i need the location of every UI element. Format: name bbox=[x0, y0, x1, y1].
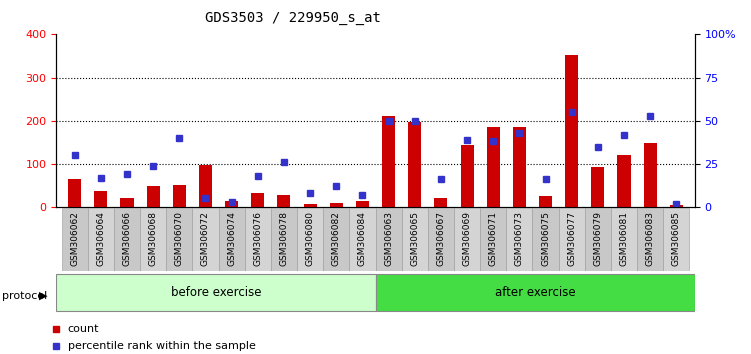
Text: GSM306077: GSM306077 bbox=[567, 211, 576, 266]
Bar bbox=[532, 208, 559, 271]
Text: GSM306079: GSM306079 bbox=[593, 211, 602, 266]
Text: GSM306064: GSM306064 bbox=[96, 211, 105, 266]
Bar bbox=[506, 208, 532, 271]
Text: ▶: ▶ bbox=[39, 291, 47, 301]
Bar bbox=[611, 208, 637, 271]
Bar bbox=[356, 201, 369, 207]
Bar bbox=[114, 208, 140, 271]
Bar bbox=[428, 208, 454, 271]
Bar bbox=[513, 127, 526, 207]
Bar bbox=[271, 208, 297, 271]
Bar bbox=[62, 208, 88, 271]
Text: GSM306081: GSM306081 bbox=[620, 211, 629, 266]
Text: count: count bbox=[68, 324, 99, 334]
Text: GSM306070: GSM306070 bbox=[175, 211, 184, 266]
Bar bbox=[376, 274, 695, 311]
Bar bbox=[566, 55, 578, 207]
Bar bbox=[303, 204, 317, 207]
Text: GSM306080: GSM306080 bbox=[306, 211, 315, 266]
Bar bbox=[644, 143, 656, 207]
Bar bbox=[199, 165, 212, 207]
Bar bbox=[454, 208, 480, 271]
Bar bbox=[487, 127, 499, 207]
Text: GSM306072: GSM306072 bbox=[201, 211, 210, 266]
Bar bbox=[434, 198, 448, 207]
Bar bbox=[382, 116, 395, 207]
Text: before exercise: before exercise bbox=[170, 286, 261, 299]
Bar bbox=[376, 208, 402, 271]
Text: GSM306067: GSM306067 bbox=[436, 211, 445, 266]
Bar bbox=[480, 208, 506, 271]
Text: GSM306085: GSM306085 bbox=[672, 211, 681, 266]
Bar bbox=[56, 274, 376, 311]
Text: GSM306084: GSM306084 bbox=[358, 211, 367, 266]
Bar bbox=[245, 208, 271, 271]
Text: GSM306083: GSM306083 bbox=[646, 211, 655, 266]
Bar bbox=[591, 167, 605, 207]
Bar bbox=[297, 208, 323, 271]
Text: percentile rank within the sample: percentile rank within the sample bbox=[68, 341, 255, 351]
Text: GSM306075: GSM306075 bbox=[541, 211, 550, 266]
Bar bbox=[409, 121, 421, 207]
Text: GSM306078: GSM306078 bbox=[279, 211, 288, 266]
Bar bbox=[95, 191, 107, 207]
Bar bbox=[140, 208, 166, 271]
Bar bbox=[663, 208, 689, 271]
Text: GSM306063: GSM306063 bbox=[384, 211, 393, 266]
Bar bbox=[670, 205, 683, 207]
Bar bbox=[585, 208, 611, 271]
Bar bbox=[252, 193, 264, 207]
Text: GSM306082: GSM306082 bbox=[332, 211, 341, 266]
Text: GSM306073: GSM306073 bbox=[515, 211, 524, 266]
Bar bbox=[225, 201, 238, 207]
Text: GSM306069: GSM306069 bbox=[463, 211, 472, 266]
Bar bbox=[330, 203, 342, 207]
Bar bbox=[402, 208, 428, 271]
Text: GSM306071: GSM306071 bbox=[489, 211, 498, 266]
Bar bbox=[120, 199, 134, 207]
Bar bbox=[559, 208, 585, 271]
Text: protocol: protocol bbox=[2, 291, 47, 301]
Text: GDS3503 / 229950_s_at: GDS3503 / 229950_s_at bbox=[204, 11, 381, 25]
Text: GSM306065: GSM306065 bbox=[410, 211, 419, 266]
Bar bbox=[68, 179, 81, 207]
Bar bbox=[192, 208, 219, 271]
Text: after exercise: after exercise bbox=[495, 286, 575, 299]
Text: GSM306062: GSM306062 bbox=[70, 211, 79, 266]
Bar bbox=[323, 208, 349, 271]
Bar bbox=[166, 208, 192, 271]
Text: GSM306074: GSM306074 bbox=[227, 211, 236, 266]
Bar bbox=[460, 145, 474, 207]
Text: GSM306068: GSM306068 bbox=[149, 211, 158, 266]
Bar bbox=[219, 208, 245, 271]
Bar bbox=[617, 155, 631, 207]
Bar bbox=[146, 186, 160, 207]
Text: GSM306066: GSM306066 bbox=[122, 211, 131, 266]
Bar bbox=[173, 185, 185, 207]
Bar bbox=[349, 208, 376, 271]
Text: GSM306076: GSM306076 bbox=[253, 211, 262, 266]
Bar bbox=[277, 195, 291, 207]
Bar bbox=[88, 208, 114, 271]
Bar bbox=[637, 208, 663, 271]
Bar bbox=[539, 196, 552, 207]
